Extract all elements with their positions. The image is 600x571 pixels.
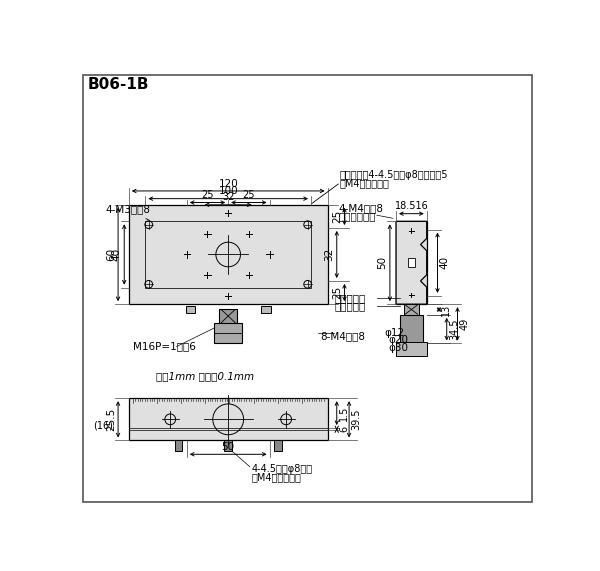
Text: (16): (16) [94,420,113,431]
Text: φ12: φ12 [385,328,404,337]
Text: 13: 13 [442,303,451,316]
Text: 25: 25 [332,286,342,299]
Bar [396,342,427,356]
Text: 40: 40 [112,248,122,261]
Text: 25.5: 25.5 [106,408,116,431]
Bar [400,315,423,344]
Text: 刻度1mm 遊尺規0.1mm: 刻度1mm 遊尺規0.1mm [156,371,254,381]
Bar [219,309,238,324]
Text: 18.516: 18.516 [395,202,428,211]
Text: （背面相同）: （背面相同） [338,211,376,222]
Text: 100: 100 [218,186,238,196]
Text: B06-1B: B06-1B [87,77,149,92]
Text: 39.5: 39.5 [352,409,361,430]
Text: 49: 49 [460,317,470,330]
Text: 32: 32 [325,248,334,261]
Text: 50: 50 [377,256,388,270]
Text: 4-M4深度8: 4-M4深度8 [338,204,383,214]
Text: 25: 25 [242,190,255,200]
Bar [175,440,182,451]
Bar [407,258,415,267]
Text: 34.5: 34.5 [449,319,459,340]
Bar [145,222,311,288]
Text: 自反面開孔4-4.5通孔φ8沉孔深度5: 自反面開孔4-4.5通孔φ8沉孔深度5 [340,170,448,180]
Text: 6: 6 [339,426,349,432]
Bar [129,205,328,304]
Text: 8-M4深度8: 8-M4深度8 [320,332,365,341]
Text: 50: 50 [221,442,235,452]
Bar [186,307,195,312]
Bar [224,440,232,451]
Polygon shape [396,222,427,304]
Bar [274,440,282,451]
Text: （M4用螺栓孔）: （M4用螺栓孔） [340,178,390,188]
Text: 25: 25 [332,210,342,223]
Text: 4-4.5通孔φ8沉孔: 4-4.5通孔φ8沉孔 [251,464,313,473]
Text: 40: 40 [440,256,450,270]
Bar [129,398,328,440]
Bar [396,222,427,304]
Text: 60: 60 [106,248,116,261]
Bar [214,323,242,343]
Bar [404,304,419,315]
Text: φ30: φ30 [388,343,408,353]
Text: M16P=1深度6: M16P=1深度6 [133,341,196,352]
Text: φ20: φ20 [388,335,408,345]
Text: 微調用把手: 微調用把手 [334,301,366,311]
Text: 120: 120 [218,179,238,188]
Text: 1.5: 1.5 [339,405,349,421]
Text: （M4用螺栓孔）: （M4用螺栓孔） [251,472,301,482]
Text: 32: 32 [222,192,235,203]
Text: 25: 25 [201,190,214,200]
Text: 粗調用把手: 粗調用把手 [334,293,366,303]
Bar [262,307,271,312]
Text: 4-M3深度8: 4-M3深度8 [106,204,151,220]
